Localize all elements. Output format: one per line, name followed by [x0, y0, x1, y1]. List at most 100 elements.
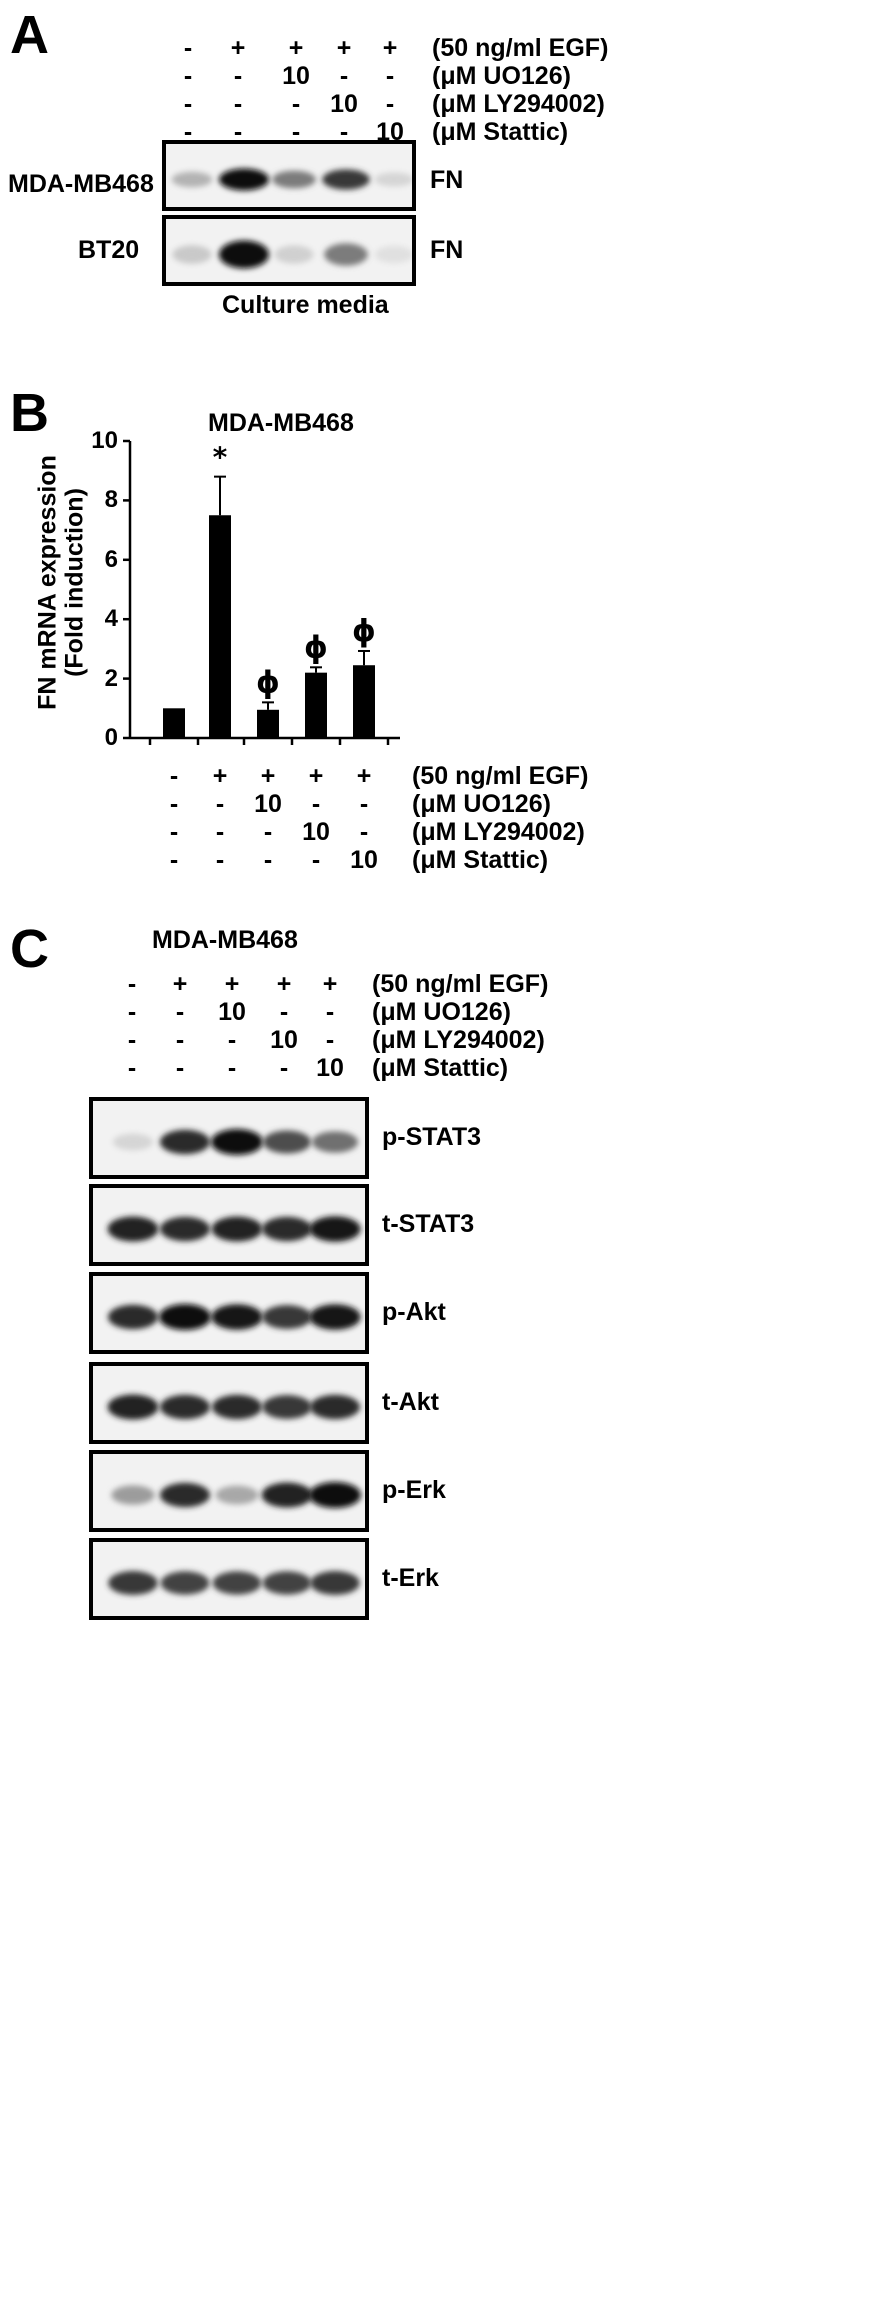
cell-line-label: BT20 [78, 236, 140, 264]
band-lane-1 [107, 1216, 159, 1242]
protein-label: t-STAT3 [382, 1210, 475, 1238]
condition-label: (μM LY294002) [372, 1026, 545, 1054]
blot-p-stat3 [89, 1097, 369, 1179]
condition-label: (μM UO126) [412, 790, 551, 818]
condition-cell: + [336, 34, 352, 62]
band-lane-4 [324, 243, 368, 266]
band-lane-4 [262, 1571, 312, 1595]
y-tick-label: 2 [104, 664, 118, 692]
condition-cell: - [215, 790, 225, 818]
band-lane-1 [172, 245, 212, 264]
band-lane-2 [219, 168, 269, 191]
condition-cell: - [175, 1054, 185, 1082]
band-lane-5 [374, 172, 412, 187]
condition-cell: - [385, 90, 395, 118]
band-lane-1 [111, 1485, 155, 1505]
condition-label: (μM LY294002) [412, 818, 585, 846]
condition-cell: - [127, 970, 137, 998]
condition-cell: 10 [282, 62, 310, 90]
condition-cell: - [127, 1026, 137, 1054]
condition-cell: - [263, 818, 273, 846]
significance-mark-4: ϕ [304, 630, 328, 665]
condition-cell: - [227, 1054, 237, 1082]
condition-cell: 10 [330, 90, 358, 118]
condition-cell: - [183, 34, 193, 62]
condition-cell: - [291, 118, 301, 146]
bar-chart: *ϕϕ ϕ [123, 439, 400, 745]
condition-cell: + [308, 762, 324, 790]
protein-label: t-Akt [382, 1388, 439, 1416]
panel-letter-b: B [10, 383, 49, 443]
condition-cell: - [291, 90, 301, 118]
condition-cell: - [215, 846, 225, 874]
condition-label: (50 ng/ml EGF) [372, 970, 549, 998]
band-lane-1 [171, 171, 213, 188]
condition-label: (μM Stattic) [432, 118, 569, 146]
condition-cell: - [233, 62, 243, 90]
band-lane-5 [309, 1482, 361, 1508]
bar-2 [209, 515, 231, 738]
condition-cell: + [260, 762, 276, 790]
protein-label: t-Erk [382, 1564, 439, 1592]
band-lane-2 [219, 240, 269, 269]
significance-mark-5: ϕ [352, 614, 376, 649]
condition-cell: + [356, 762, 372, 790]
condition-label: (μM Stattic) [412, 846, 549, 874]
panel-letter-c: C [10, 919, 49, 979]
condition-label: (50 ng/ml EGF) [432, 34, 609, 62]
protein-label: p-STAT3 [382, 1123, 482, 1151]
band-lane-4 [261, 1482, 313, 1508]
condition-cell: - [215, 818, 225, 846]
band-lane-5 [309, 1394, 361, 1420]
y-tick-label: 0 [104, 724, 118, 751]
condition-cell: - [175, 998, 185, 1026]
significance-mark-3: ϕ [256, 665, 280, 700]
band-lane-5 [311, 1131, 359, 1153]
condition-label: (μM LY294002) [432, 90, 605, 118]
blot-fn-bt20 [162, 215, 416, 286]
condition-cell: 10 [254, 790, 282, 818]
condition-label: (μM UO126) [432, 62, 571, 90]
condition-label: (50 ng/ml EGF) [412, 762, 589, 790]
culture-media-label: Culture media [222, 291, 389, 319]
condition-cell: - [233, 90, 243, 118]
condition-cell: 10 [350, 846, 378, 874]
blot-t-akt [89, 1362, 369, 1444]
band-lane-2 [159, 1482, 211, 1508]
bar-4 [305, 672, 327, 738]
condition-cell: + [322, 970, 338, 998]
condition-cell: - [169, 790, 179, 818]
condition-cell: - [311, 790, 321, 818]
condition-cell: + [382, 34, 398, 62]
protein-label: FN [430, 236, 464, 264]
condition-cell: + [172, 970, 188, 998]
condition-cell: + [224, 970, 240, 998]
condition-cell: - [279, 1054, 289, 1082]
y-tick-label: 4 [104, 605, 118, 633]
condition-cell: - [263, 846, 273, 874]
condition-cell: - [169, 846, 179, 874]
condition-cell: - [325, 998, 335, 1026]
condition-cell: - [359, 790, 369, 818]
band-lane-3 [212, 1571, 262, 1595]
condition-cell: - [183, 118, 193, 146]
protein-label: FN [430, 166, 464, 194]
band-lane-3 [211, 1304, 263, 1330]
condition-label: (μM Stattic) [372, 1054, 509, 1082]
band-lane-3 [272, 170, 316, 189]
condition-cell: - [169, 818, 179, 846]
band-lane-1 [112, 1133, 154, 1151]
cell-line-label: MDA-MB468 [8, 170, 154, 198]
bar-5 [353, 665, 375, 738]
condition-cell: 10 [316, 1054, 344, 1082]
condition-cell: - [311, 846, 321, 874]
condition-cell: - [183, 90, 193, 118]
condition-cell: - [385, 62, 395, 90]
band-lane-3 [211, 1394, 263, 1420]
band-lane-5 [310, 1571, 360, 1595]
condition-cell: - [183, 62, 193, 90]
condition-cell: 10 [302, 818, 330, 846]
significance-mark-2: * [213, 441, 228, 474]
blot-t-erk [89, 1538, 369, 1620]
condition-cell: + [230, 34, 246, 62]
